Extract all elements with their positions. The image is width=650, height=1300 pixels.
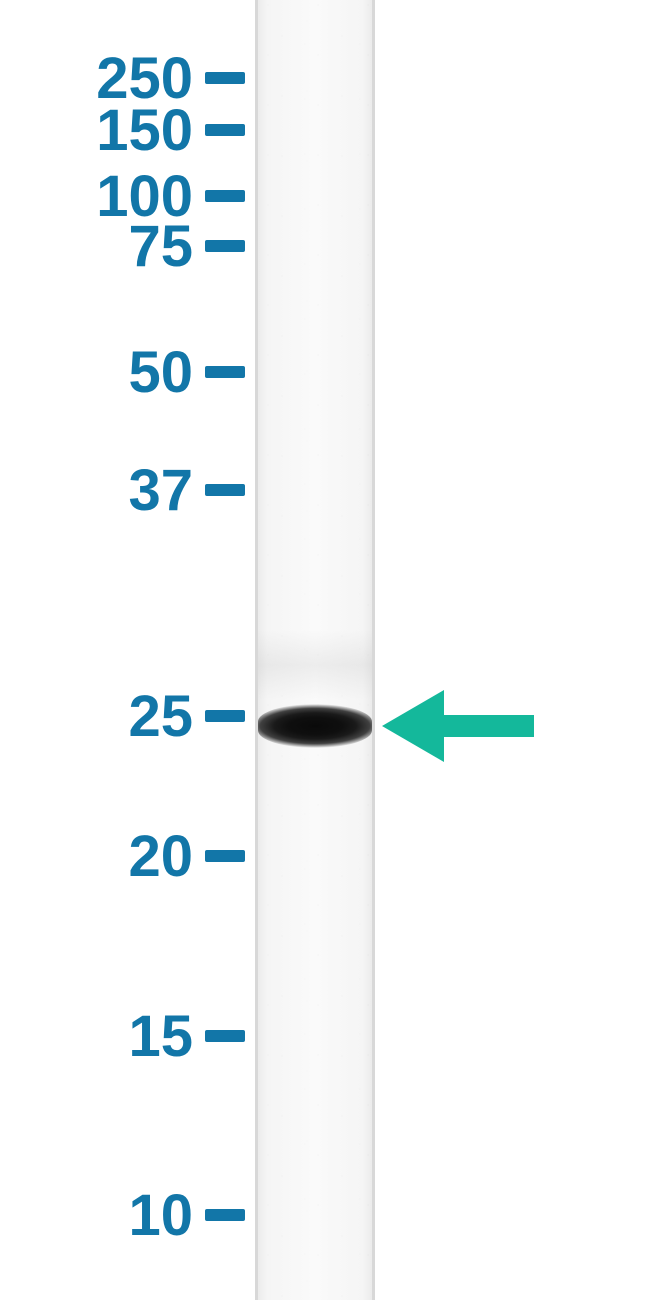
gel-lane [255, 0, 375, 1300]
marker-label: 37 [128, 457, 193, 524]
marker-label: 150 [96, 97, 193, 164]
marker-label: 75 [128, 213, 193, 280]
marker-label: 20 [128, 823, 193, 890]
arrow-head-icon [382, 690, 444, 762]
marker-tick [205, 710, 245, 722]
faint-background-region [258, 630, 372, 700]
marker-tick [205, 240, 245, 252]
marker-label: 15 [128, 1003, 193, 1070]
marker-label: 25 [128, 683, 193, 750]
marker-tick [205, 484, 245, 496]
molecular-weight-marker: 150 [0, 101, 245, 159]
molecular-weight-marker: 37 [0, 461, 245, 519]
arrow-shaft [444, 715, 534, 737]
marker-tick [205, 72, 245, 84]
marker-tick [205, 124, 245, 136]
marker-tick [205, 366, 245, 378]
marker-tick [205, 1209, 245, 1221]
marker-label: 10 [128, 1182, 193, 1249]
molecular-weight-marker: 50 [0, 343, 245, 401]
molecular-weight-marker: 15 [0, 1007, 245, 1065]
molecular-weight-marker: 25 [0, 687, 245, 745]
western-blot-figure: 25015010075503725201510 [0, 0, 650, 1300]
marker-tick [205, 850, 245, 862]
marker-label: 50 [128, 339, 193, 406]
molecular-weight-marker: 10 [0, 1186, 245, 1244]
marker-tick [205, 190, 245, 202]
protein-band [258, 704, 372, 748]
molecular-weight-marker: 75 [0, 217, 245, 275]
marker-tick [205, 1030, 245, 1042]
molecular-weight-marker: 20 [0, 827, 245, 885]
band-indicator-arrow [382, 690, 534, 762]
